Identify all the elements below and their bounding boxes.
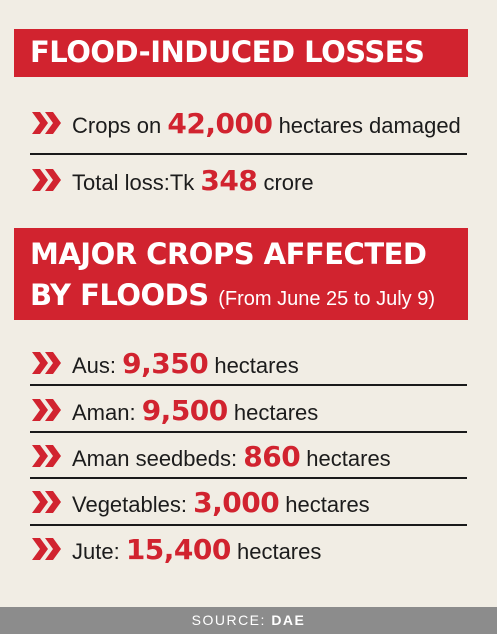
item-text: Total loss:Tk 348 crore — [72, 163, 314, 197]
double-chevron-right-icon — [32, 538, 61, 560]
list-item: Aman: 9,500 hectares — [30, 390, 318, 430]
source-footer: SOURCE: DAE — [0, 607, 497, 634]
divider — [30, 477, 467, 479]
list-item: Vegetables: 3,000 hectares — [30, 482, 370, 522]
list-item: Total loss:Tk 348 crore — [30, 160, 314, 200]
item-text: Aman seedbeds: 860 hectares — [72, 439, 391, 473]
item-value: 3,000 — [193, 485, 280, 519]
divider — [30, 153, 467, 155]
section-title: FLOOD-INDUCED LOSSES — [30, 35, 425, 69]
item-value: 9,500 — [141, 393, 229, 427]
divider — [30, 431, 467, 433]
item-text: Vegetables: 3,000 hectares — [72, 485, 370, 519]
double-chevron-right-icon — [32, 399, 61, 421]
item-value: 42,000 — [167, 106, 273, 140]
item-text: Jute: 15,400 hectares — [72, 532, 322, 566]
item-value: 15,400 — [125, 532, 232, 566]
section-header-flood-losses: FLOOD-INDUCED LOSSES — [14, 29, 468, 77]
item-text: Aman: 9,500 hectares — [72, 393, 319, 427]
section-title-line2: BY FLOODS (From June 25 to July 9) — [30, 278, 435, 312]
section-header-major-crops: MAJOR CROPS AFFECTED BY FLOODS (From Jun… — [14, 228, 468, 320]
double-chevron-right-icon — [32, 169, 61, 191]
source-name: DAE — [271, 612, 306, 628]
divider — [30, 384, 467, 386]
item-value: 9,350 — [122, 346, 209, 380]
item-value: 860 — [243, 439, 301, 473]
double-chevron-right-icon — [32, 352, 61, 374]
section-subtitle: (From June 25 to July 9) — [218, 288, 435, 310]
list-item: Aus: 9,350 hectares — [30, 343, 299, 383]
list-item: Aman seedbeds: 860 hectares — [30, 436, 391, 476]
section-title-line1: MAJOR CROPS AFFECTED — [30, 237, 427, 271]
double-chevron-right-icon — [32, 445, 61, 467]
divider — [30, 524, 467, 526]
double-chevron-right-icon — [32, 112, 61, 134]
list-item: Crops on 42,000 hectares damaged — [30, 103, 461, 143]
source-label: SOURCE: — [191, 612, 272, 628]
double-chevron-right-icon — [32, 491, 61, 513]
item-text: Crops on 42,000 hectares damaged — [72, 106, 461, 140]
item-value: 348 — [200, 163, 258, 197]
list-item: Jute: 15,400 hectares — [30, 529, 321, 569]
item-text: Aus: 9,350 hectares — [72, 346, 299, 380]
